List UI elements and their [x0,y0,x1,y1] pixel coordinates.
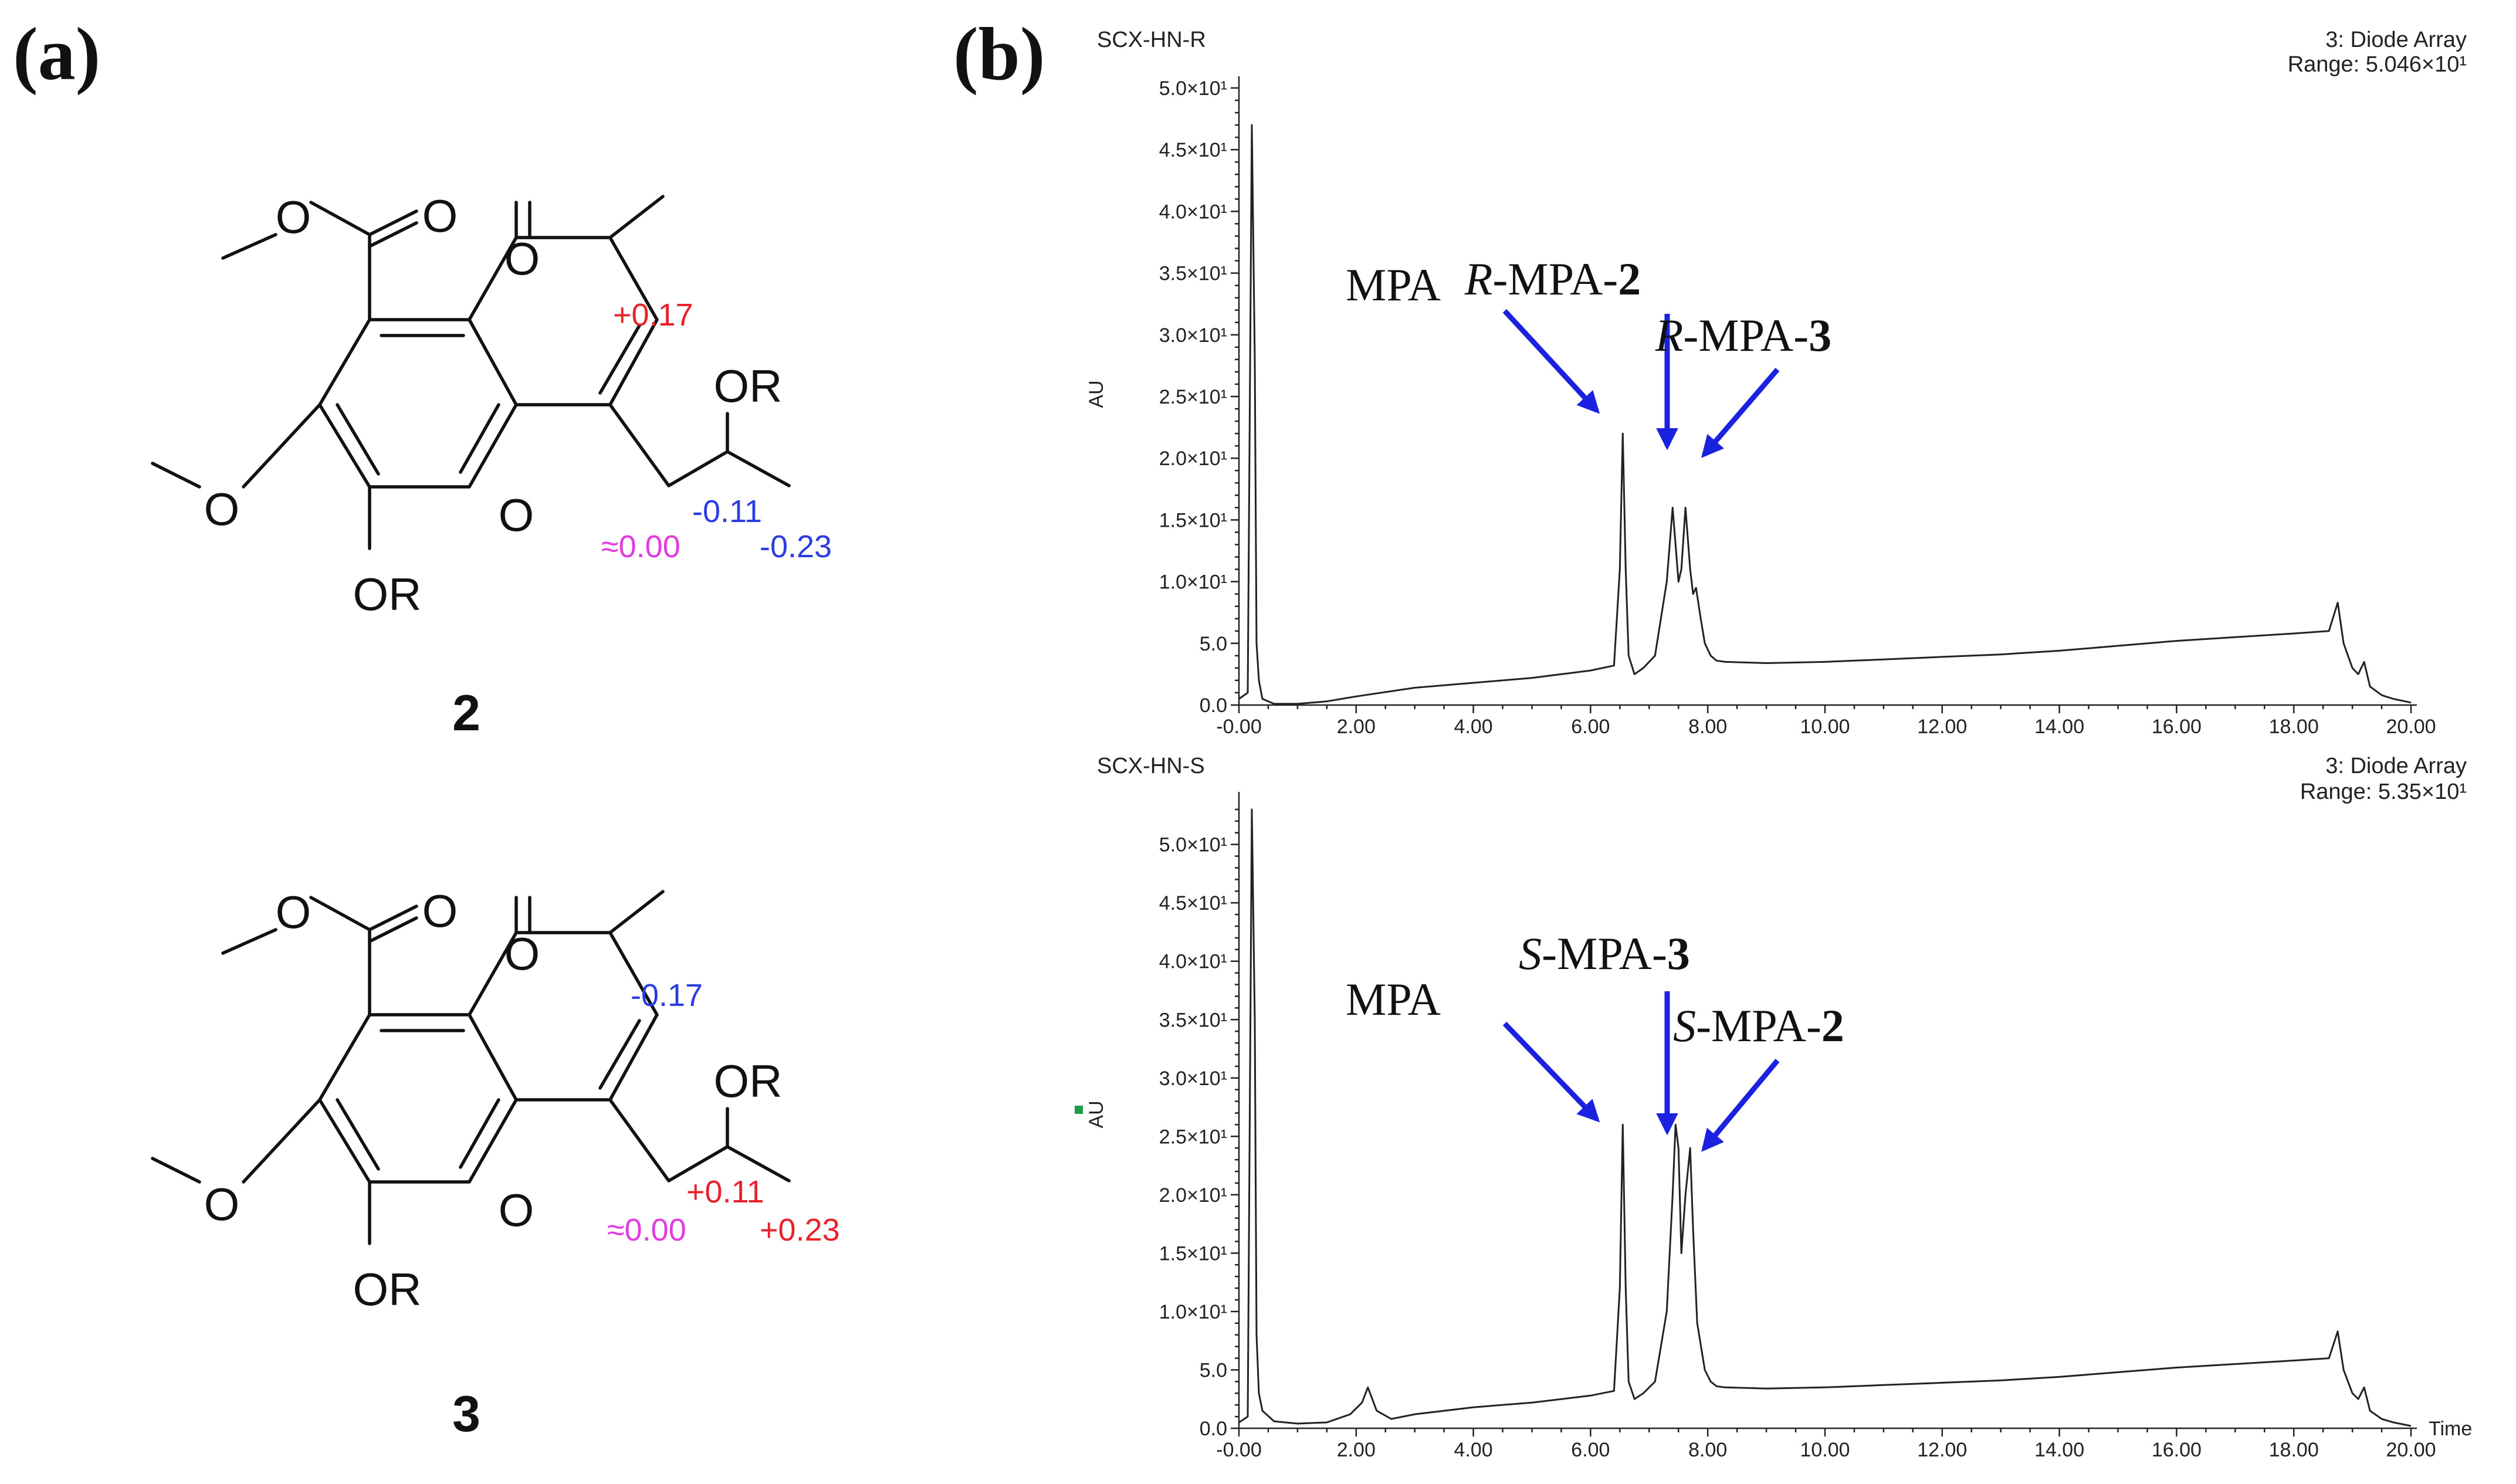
panel-label-b: (b) [953,12,1045,96]
atom-o-ester: O [276,191,311,243]
peak-annotation: R-MPA-3 [1655,310,1832,361]
channel-marker [1075,1106,1083,1114]
delta-value: -0.17 [631,978,703,1013]
delta-value: +0.17 [613,297,693,333]
x-axis-label: Time [2429,1418,2472,1440]
x-tick-label: 12.00 [1917,1439,1967,1461]
y-tick-label: 2.5×10¹ [1159,386,1227,408]
y-tick-label: 2.0×10¹ [1159,1184,1227,1207]
atom-o-ring: O [499,1184,534,1236]
x-tick-label: 2.00 [1337,716,1376,738]
chart-detector: 3: Diode Array [2325,28,2467,52]
x-tick-label: 14.00 [2034,1439,2084,1461]
x-tick-label: 4.00 [1454,716,1493,738]
atom-o-carbonyl: O [422,190,458,242]
delta-value: ≈0.00 [601,529,680,564]
chart-detector: 3: Diode Array [2325,754,2467,778]
y-tick-label: 5.0×10¹ [1159,77,1227,100]
chart-range: Range: 5.35×10¹ [2300,780,2467,804]
x-tick-label: 10.00 [1800,716,1850,738]
atom-or-ring: OR [353,568,422,620]
x-tick-label: -0.00 [1216,716,1262,738]
chart-sample-name: SCX-HN-S [1097,754,1205,778]
x-tick-label: 10.00 [1800,1439,1850,1461]
delta-value: ≈0.00 [607,1212,686,1248]
x-tick-label: 14.00 [2034,716,2084,738]
y-tick-label: 5.0 [1200,1359,1227,1381]
peak-arrow [1502,309,1600,414]
atom-o-methoxy: O [204,1178,240,1230]
peak-annotation: S-MPA-3 [1519,928,1690,979]
y-tick-label: 3.0×10¹ [1159,1068,1227,1090]
y-tick-label: 0.0 [1200,694,1227,717]
x-tick-label: 18.00 [2269,1439,2319,1461]
chromatogram-trace [1238,808,2412,1427]
chart-sample-name: SCX-HN-R [1097,28,1206,52]
atom-o-ester: O [276,886,311,938]
y-tick-label: 1.5×10¹ [1159,1242,1227,1265]
delta-value: +0.11 [686,1174,764,1209]
atom-or-ring: OR [353,1263,422,1315]
atom-o-methoxy: O [204,483,240,535]
atom-o-carbonyl: O [422,885,458,937]
y-tick-label: 3.0×10¹ [1159,324,1227,347]
compound-label: 3 [452,1386,480,1442]
y-tick-label: 1.0×10¹ [1159,571,1227,594]
chromatogram-trace [1238,124,2412,705]
atom-or-side: OR [714,1055,783,1107]
y-tick-label: 1.5×10¹ [1159,509,1227,531]
atom-o-ketone: O [504,233,540,284]
delta-value: -0.23 [760,529,832,564]
x-tick-label: 20.00 [2386,1439,2436,1461]
peak-annotation: R-MPA-2 [1464,253,1641,304]
peak-arrow [1701,368,1780,458]
delta-value: -0.11 [692,494,762,529]
x-tick-label: 8.00 [1688,716,1727,738]
x-tick-label: 4.00 [1454,1439,1493,1461]
delta-value: +0.23 [760,1212,840,1248]
x-tick-label: 18.00 [2269,716,2319,738]
y-axis-label: AU [1085,1100,1108,1128]
y-tick-label: 4.5×10¹ [1159,139,1227,161]
x-tick-label: 12.00 [1917,716,1967,738]
y-tick-label: 4.0×10¹ [1159,201,1227,223]
x-tick-label: -0.00 [1216,1439,1262,1461]
peak-arrow [1502,1021,1600,1123]
peak-annotation: MPA [1346,974,1441,1025]
peak-arrow [1701,1059,1780,1152]
structure-compound-3: O O O O O OR OR -0.17 +0.11 ≈0.00 +0.23 … [151,885,840,1442]
y-tick-label: 4.0×10¹ [1159,951,1227,973]
structure-compound-2: O O O O O OR OR +0.17 -0.11 ≈0.00 -0.23 … [151,190,832,741]
compound-label: 2 [452,685,480,741]
y-tick-label: 0.0 [1200,1418,1227,1440]
atom-or-side: OR [714,360,783,412]
panel-label-a: (a) [13,12,100,96]
atom-o-ring: O [499,489,534,541]
y-tick-label: 3.5×10¹ [1159,1009,1227,1031]
y-axis-label: AU [1085,380,1108,408]
y-tick-label: 1.0×10¹ [1159,1301,1227,1323]
y-tick-label: 5.0×10¹ [1159,834,1227,856]
peak-annotation: S-MPA-2 [1673,1000,1844,1051]
x-tick-label: 6.00 [1571,716,1610,738]
atom-o-ketone: O [504,928,540,980]
y-tick-label: 3.5×10¹ [1159,263,1227,285]
x-tick-label: 16.00 [2152,716,2202,738]
y-tick-label: 2.5×10¹ [1159,1126,1227,1148]
x-tick-label: 20.00 [2386,716,2436,738]
y-tick-label: 2.0×10¹ [1159,448,1227,470]
y-tick-label: 4.5×10¹ [1159,892,1227,914]
x-tick-label: 8.00 [1688,1439,1727,1461]
x-tick-label: 6.00 [1571,1439,1610,1461]
y-tick-label: 5.0 [1200,633,1227,655]
x-tick-label: 16.00 [2152,1439,2202,1461]
peak-annotation: MPA [1346,259,1441,310]
chart-range: Range: 5.046×10¹ [2288,52,2467,77]
x-tick-label: 2.00 [1337,1439,1376,1461]
